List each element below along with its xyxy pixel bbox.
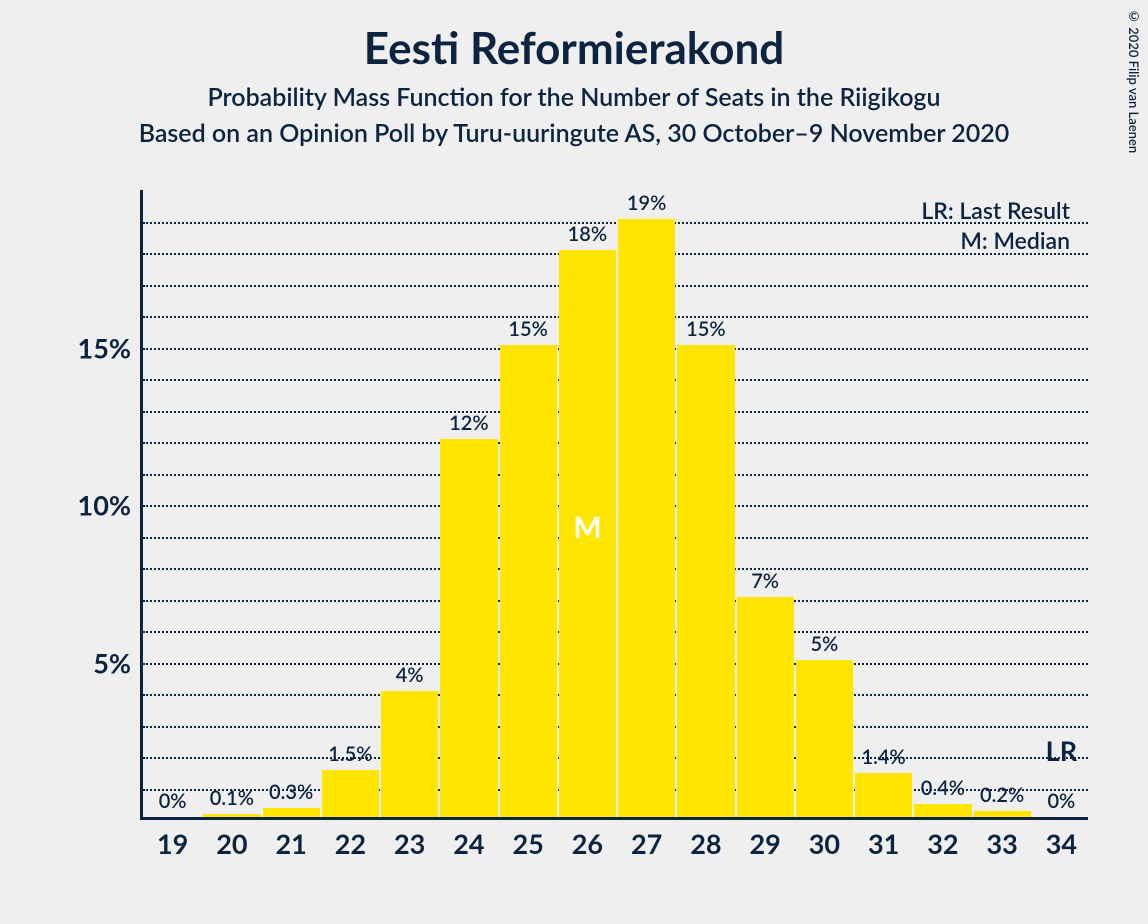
x-tick-label: 19 [143, 817, 202, 860]
x-tick-label: 32 [913, 817, 972, 860]
bar [677, 345, 734, 818]
bar-value-label: 18% [558, 222, 617, 246]
x-tick-label: 28 [676, 817, 735, 860]
x-tick-label: 30 [795, 817, 854, 860]
bar [618, 219, 675, 818]
y-tick-label: 5% [93, 646, 143, 679]
bar [263, 808, 320, 817]
chart-subtitle-2: Based on an Opinion Poll by Turu-uuringu… [0, 118, 1148, 148]
bar-slot: 12%24 [439, 190, 498, 817]
title-block: Eesti Reformierakond Probability Mass Fu… [0, 0, 1148, 148]
bar-slot: 0.2%33 [973, 190, 1032, 817]
bar-value-label: 1.5% [321, 742, 380, 766]
bar-slot: 18%26M [558, 190, 617, 817]
bar-slot: 15%28 [676, 190, 735, 817]
bar-value-label: 15% [676, 317, 735, 341]
x-tick-label: 25 [499, 817, 558, 860]
bar-value-label: 4% [380, 663, 439, 687]
bar-slot: 1.4%31 [854, 190, 913, 817]
chart-area: LR: Last Result M: Median 5%10%15%0%190.… [60, 190, 1088, 870]
copyright-text: © 2020 Filip van Laenen [1126, 8, 1142, 153]
bar [914, 804, 971, 817]
bar [500, 345, 557, 818]
bar [796, 660, 853, 818]
bar-slot: 4%23 [380, 190, 439, 817]
bar-value-label: 7% [736, 569, 795, 593]
x-tick-label: 34 [1032, 817, 1091, 860]
bar-slot: 0.1%20 [202, 190, 261, 817]
bar-slot: 15%25 [499, 190, 558, 817]
bar-slot: 0.3%21 [262, 190, 321, 817]
bar [381, 691, 438, 817]
x-tick-label: 24 [439, 817, 498, 860]
bar-value-label: 0% [1032, 789, 1091, 813]
bar-value-label: 15% [499, 317, 558, 341]
median-marker: M [558, 509, 617, 545]
x-tick-label: 21 [262, 817, 321, 860]
bar-slot: 7%29 [736, 190, 795, 817]
bar-slot: 1.5%22 [321, 190, 380, 817]
bar [855, 773, 912, 817]
bar-value-label: 0.3% [262, 780, 321, 804]
bar-slot: 5%30 [795, 190, 854, 817]
bar-slot: 0.4%32 [913, 190, 972, 817]
bar [737, 597, 794, 818]
x-tick-label: 27 [617, 817, 676, 860]
bars-container: 0%190.1%200.3%211.5%224%2312%2415%2518%2… [143, 190, 1088, 817]
bar-value-label: 0.4% [913, 776, 972, 800]
x-tick-label: 29 [736, 817, 795, 860]
chart-title: Eesti Reformierakond [0, 22, 1148, 74]
plot-area: LR: Last Result M: Median 5%10%15%0%190.… [140, 190, 1088, 820]
chart-subtitle-1: Probability Mass Function for the Number… [0, 82, 1148, 112]
x-tick-label: 23 [380, 817, 439, 860]
bar-value-label: 0% [143, 789, 202, 813]
bar-slot: 19%27 [617, 190, 676, 817]
x-tick-label: 33 [973, 817, 1032, 860]
bar-value-label: 19% [617, 191, 676, 215]
x-tick-label: 22 [321, 817, 380, 860]
bar-value-label: 5% [795, 632, 854, 656]
bar-value-label: 0.1% [202, 786, 261, 810]
x-tick-label: 20 [202, 817, 261, 860]
y-tick-label: 10% [78, 489, 143, 522]
bar-value-label: 1.4% [854, 745, 913, 769]
x-tick-label: 31 [854, 817, 913, 860]
bar-slot: 0%34LR [1032, 190, 1091, 817]
x-tick-label: 26 [558, 817, 617, 860]
bar-slot: 0%19 [143, 190, 202, 817]
bar-value-label: 0.2% [973, 783, 1032, 807]
y-tick-label: 15% [78, 331, 143, 364]
last-result-marker: LR [1032, 734, 1091, 767]
bar [322, 770, 379, 817]
bar [440, 439, 497, 817]
bar-value-label: 12% [439, 411, 498, 435]
